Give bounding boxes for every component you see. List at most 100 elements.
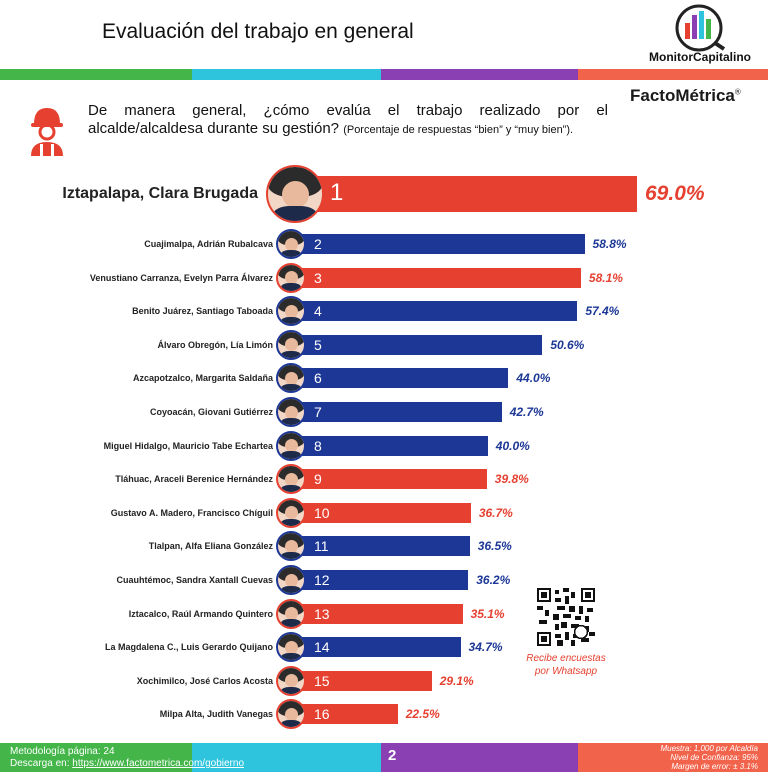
question-note: (Porcentaje de respuestas “bien” y “muy … (343, 124, 574, 136)
bar-7 (282, 402, 502, 422)
color-strip (0, 69, 768, 80)
factometrica-brand: FactoMétrica® (630, 86, 741, 106)
bar-value-label: 44.0% (516, 371, 551, 386)
question-text: De manera general, ¿cómo evalúa el traba… (88, 102, 608, 137)
download-label: Descarga en: (10, 758, 70, 769)
bar-rank-label: 1 (330, 179, 344, 206)
qr-caption: Recibe encuestas por Whatsapp (518, 652, 614, 678)
person-avatar-icon (276, 665, 306, 696)
bar-2 (282, 234, 585, 254)
bar-16 (282, 704, 398, 725)
bar-rank-label: 10 (314, 504, 330, 521)
person-avatar-icon (276, 229, 306, 259)
bar-category-label: Cuajimalpa, Adrián Rubalcava (144, 239, 273, 249)
download-link[interactable]: https://www.factometrica.com/gobierno (72, 758, 245, 769)
bar-category-label: Tláhuac, Araceli Berenice Hernández (115, 474, 273, 485)
bar-11 (282, 536, 470, 557)
bar-rank-label: 12 (314, 572, 330, 588)
bar-category-label: Azcapotzalco, Margarita Saldaña (132, 373, 273, 384)
page-number: 2 (388, 747, 397, 764)
bar-category-label: Iztapalapa, Clara Brugada (62, 185, 258, 202)
bar-value-label: 34.7% (468, 640, 503, 655)
bar-rank-label: 14 (314, 639, 330, 656)
person-avatar-icon (276, 329, 306, 360)
person-avatar-icon (276, 632, 306, 663)
bar-category-label: Iztacalco, Raúl Armando Quintero (128, 608, 273, 619)
sample-size: Muestra: 1,000 por Alcaldía (660, 744, 758, 753)
monitor-capitalino-brand: MonitorCapitalino (649, 50, 751, 64)
bar-1 (282, 176, 637, 212)
bar-value-label: 58.1% (588, 270, 623, 285)
worker-helmet-icon (31, 108, 63, 156)
footer-methodology: Metodología página: 24 Descarga en: http… (10, 746, 244, 770)
bar-4 (282, 301, 578, 322)
bar-10 (282, 502, 471, 523)
confidence-level: Nivel de Confianza: 95% (670, 753, 758, 762)
factometrica-name: FactoMétrica (630, 86, 735, 105)
bar-rank-label: 4 (314, 303, 322, 320)
bar-14 (282, 637, 461, 658)
person-avatar-icon (266, 165, 324, 223)
qr-caption-line1: Recibe encuestas (526, 653, 606, 664)
bar-value-label: 36.2% (476, 573, 511, 587)
bar-category-label: La Magdalena C., Luis Gerardo Quijano (104, 642, 273, 653)
bar-category-label: Tlalpan, Alfa Eliana González (148, 541, 273, 552)
page-title: Evaluación del trabajo en general (102, 20, 414, 43)
bar-category-label: Miguel Hidalgo, Mauricio Tabe Echartea (103, 440, 273, 451)
bar-value-label: 69.0% (645, 182, 705, 205)
bar-rank-label: 13 (314, 605, 330, 622)
footer-band-coral (578, 743, 768, 772)
bar-15 (282, 670, 432, 691)
person-avatar-icon (276, 531, 306, 562)
bar-rank-label: 3 (314, 269, 322, 286)
bar-value-label: 58.8% (592, 237, 627, 251)
methodology-page: Metodología página: 24 (10, 746, 115, 757)
person-avatar-icon (276, 497, 306, 528)
bar-6 (282, 368, 509, 389)
bar-12 (282, 570, 469, 590)
bar-value-label: 57.4% (585, 304, 620, 319)
survey-question: De manera general, ¿cómo evalúa el traba… (88, 102, 608, 139)
registered-mark: ® (734, 87, 741, 97)
bar-value-label: 42.7% (509, 405, 544, 419)
bar-value-label: 40.0% (495, 438, 530, 453)
person-avatar-icon (276, 262, 306, 293)
bar-category-label: Coyoacán, Giovani Gutiérrez (149, 407, 273, 417)
bar-rank-label: 2 (314, 236, 322, 252)
person-avatar-icon (276, 363, 306, 394)
download-line: Descarga en: https://www.factometrica.co… (10, 758, 244, 770)
bar-category-label: Gustavo A. Madero, Francisco Chíguil (110, 507, 273, 518)
footer-band-green (0, 743, 192, 772)
bar-8 (282, 435, 488, 456)
bar-13 (282, 603, 463, 624)
bar-value-label: 29.1% (439, 673, 474, 688)
bar-value-label: 22.5% (405, 707, 440, 722)
bar-rank-label: 5 (314, 336, 322, 353)
bar-category-label: Venustiano Carranza, Evelyn Parra Álvare… (89, 272, 273, 283)
person-avatar-icon (276, 430, 306, 461)
bar-value-label: 35.1% (470, 606, 505, 621)
bar-rank-label: 8 (314, 437, 322, 454)
strip-green (0, 69, 192, 80)
bar-rank-label: 11 (314, 538, 329, 555)
person-avatar-icon (276, 296, 306, 327)
bar-value-label: 36.7% (478, 505, 513, 520)
strip-purple (381, 69, 578, 80)
person-avatar-icon (276, 699, 306, 730)
bar-category-label: Xochimilco, José Carlos Acosta (136, 675, 273, 686)
bar-category-label: Cuauhtémoc, Sandra Xantall Cuevas (116, 575, 273, 585)
person-avatar-icon (276, 397, 306, 427)
bar-3 (282, 267, 581, 288)
footer: Metodología página: 24 Descarga en: http… (0, 743, 768, 772)
margin-of-error: Margen de error: ± 3.1% (671, 762, 758, 771)
bar-rank-label: 15 (314, 672, 330, 689)
person-avatar-icon (276, 464, 306, 495)
bar-9 (282, 469, 487, 490)
bar-rank-label: 6 (314, 370, 322, 387)
qr-code-icon (537, 588, 595, 646)
bar-category-label: Milpa Alta, Judith Vanegas (159, 709, 273, 720)
bar-5 (282, 334, 543, 355)
bar-value-label: 50.6% (550, 337, 585, 352)
person-avatar-icon (276, 598, 306, 629)
person-avatar-icon (276, 565, 306, 595)
